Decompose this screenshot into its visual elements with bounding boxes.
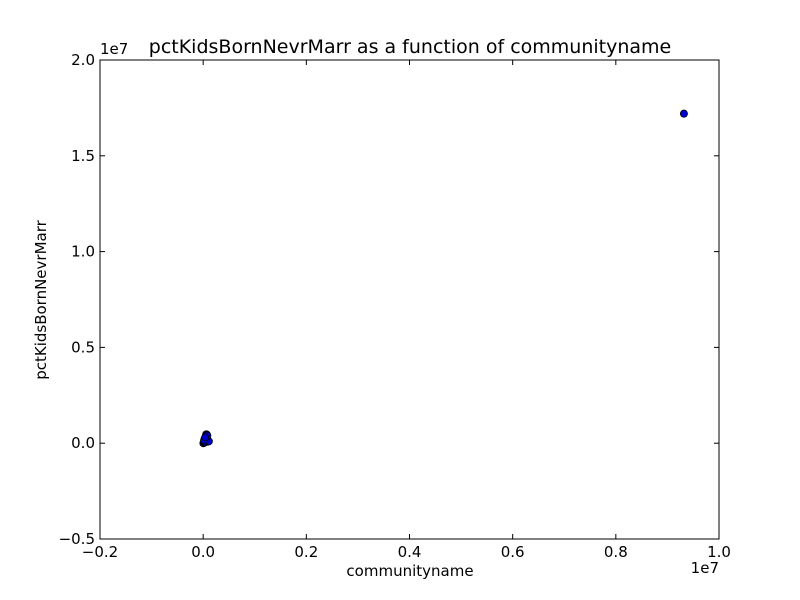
data-point: [679, 109, 688, 118]
x-tick-label: 0.2: [294, 543, 318, 561]
y-axis-label: pctKidsBornNevrMarr: [32, 219, 50, 379]
y-tick-label: 1.5: [71, 147, 95, 165]
y-tick-label: −0.5: [59, 530, 95, 548]
y-tick-label: 0.0: [71, 434, 95, 452]
y-offset-label: 1e7: [100, 40, 128, 58]
plot-area: [100, 60, 719, 539]
data-points: [199, 109, 688, 448]
plot-frame: [99, 59, 720, 540]
chart-title: pctKidsBornNevrMarr as a function of com…: [149, 36, 671, 58]
x-tick-label: 0.0: [191, 543, 215, 561]
y-tick-label: 0.5: [71, 338, 95, 356]
x-tick-label: 1.0: [707, 543, 731, 561]
x-tick-label: 0.8: [604, 543, 628, 561]
data-point: [201, 433, 210, 442]
x-offset-label: 1e7: [691, 559, 719, 577]
x-tick-label: −0.2: [82, 543, 118, 561]
y-tick-label: 1.0: [71, 243, 95, 261]
y-tick-label: 2.0: [71, 51, 95, 69]
x-tick-label: 0.6: [501, 543, 525, 561]
axis-ticks: −0.2 0.0 0.2 0.4 0.6 0.8 1.0 −0.5 0.0 0.5 1.0 1.5 2.…: [59, 51, 731, 561]
x-axis-label: communityname: [346, 562, 473, 580]
x-tick-label: 0.4: [398, 543, 422, 561]
